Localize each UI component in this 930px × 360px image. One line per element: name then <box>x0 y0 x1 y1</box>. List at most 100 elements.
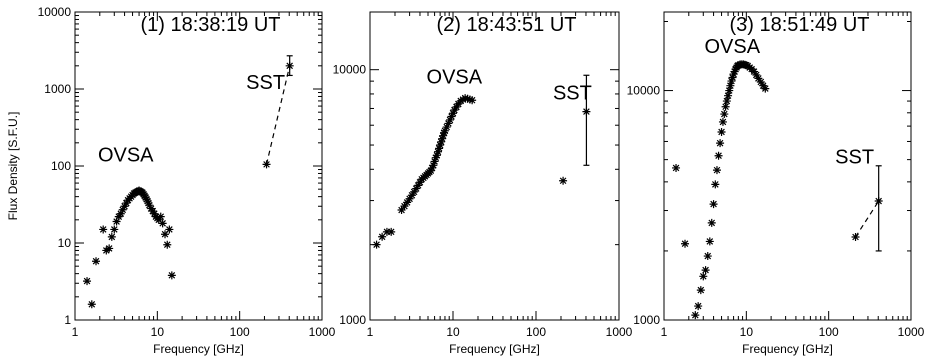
chart-panel-2: 1 10 100 1000 Frequency [GHz] 1000 10000 (2) 18… <box>333 11 633 356</box>
data-point <box>874 197 883 206</box>
data-point <box>87 300 96 309</box>
data-point <box>444 119 453 128</box>
annotation-ovsa: OVSA <box>427 67 483 89</box>
data-point <box>154 215 163 224</box>
data-point <box>559 176 568 185</box>
data-point <box>721 102 730 111</box>
data-point <box>400 202 409 211</box>
x-tick-label: 10 <box>151 325 165 339</box>
data-point <box>412 184 421 193</box>
data-point <box>439 131 448 140</box>
data-point <box>378 232 387 241</box>
data-point <box>429 161 438 170</box>
x-tick-label: 1000 <box>606 325 633 339</box>
data-point <box>734 61 743 70</box>
data-point <box>437 137 446 146</box>
y-tick-label: 100 <box>51 159 71 173</box>
data-point <box>165 225 174 234</box>
annotation-sst: SST <box>553 83 592 105</box>
data-point <box>150 209 159 218</box>
data-point <box>118 205 127 214</box>
data-point <box>116 209 125 218</box>
y-tick-label: 1 <box>64 313 71 327</box>
series-connector <box>265 65 291 165</box>
data-point <box>435 144 444 153</box>
data-point <box>445 115 454 124</box>
x-tick-label: 100 <box>230 325 250 339</box>
data-point <box>167 271 176 280</box>
series-sst <box>262 55 294 169</box>
data-point <box>452 102 461 111</box>
data-point <box>696 286 705 295</box>
x-tick-label: 1000 <box>898 325 925 339</box>
data-point <box>699 272 708 281</box>
data-point <box>403 198 412 207</box>
y-tick-label: 1000 <box>633 313 660 327</box>
data-point <box>436 141 445 150</box>
data-point <box>105 244 114 253</box>
data-point <box>707 218 716 227</box>
data-point <box>407 191 416 200</box>
data-point <box>722 97 731 106</box>
data-point <box>92 257 101 266</box>
data-point <box>163 240 172 249</box>
data-point <box>718 117 727 126</box>
data-point <box>728 73 737 82</box>
plot-frame <box>663 11 912 321</box>
data-point <box>712 166 721 175</box>
data-point <box>465 95 474 104</box>
data-point <box>156 212 165 221</box>
data-point <box>158 219 167 228</box>
chart-panel-3: 1 10 100 1000 Frequency [GHz] 1000 10000 (3) 18… <box>627 11 925 356</box>
data-point <box>468 96 477 105</box>
data-point <box>397 206 406 215</box>
data-point <box>691 311 700 320</box>
panel-title: (1) 18:38:19 UT <box>140 14 280 36</box>
panel-title: (3) 18:51:49 UT <box>729 14 869 36</box>
series-sst <box>559 74 591 185</box>
data-point <box>114 212 123 221</box>
x-axis-label: Frequency [GHz] <box>742 342 833 356</box>
y-tick-label: 10 <box>58 236 72 250</box>
y-tick-label: 10000 <box>38 5 72 19</box>
x-tick-label: 1 <box>367 325 374 339</box>
series-sst <box>851 165 883 252</box>
data-point <box>724 91 733 100</box>
data-point <box>434 147 443 156</box>
data-point <box>99 225 108 234</box>
x-axis-label: Frequency [GHz] <box>153 342 244 356</box>
data-point <box>709 200 718 209</box>
x-axis-label: Frequency [GHz] <box>449 342 540 356</box>
data-point <box>143 197 152 206</box>
data-point <box>107 232 116 241</box>
data-point <box>405 194 414 203</box>
x-tick-label: 1000 <box>309 325 336 339</box>
data-point <box>449 109 457 118</box>
data-point <box>122 199 131 208</box>
data-point <box>428 163 437 172</box>
data-point <box>120 202 129 211</box>
y-tick-label: 1000 <box>44 82 71 96</box>
data-point <box>372 240 381 249</box>
data-point <box>148 207 157 216</box>
y-axis-label: Flux Density [S.F.U.] <box>6 112 20 221</box>
x-tick-label: 10 <box>446 325 460 339</box>
data-point <box>387 227 396 236</box>
panel-title: (2) 18:43:51 UT <box>436 14 576 36</box>
y-tick-label: 10000 <box>333 63 367 77</box>
data-point <box>432 151 441 160</box>
series-ovsa <box>83 186 176 309</box>
data-point <box>450 106 459 115</box>
annotation-sst: SST <box>246 72 285 94</box>
data-point <box>262 160 271 169</box>
annotation-ovsa: OVSA <box>98 144 154 166</box>
data-point <box>430 157 439 166</box>
data-point <box>431 153 440 162</box>
y-tick-label: 1000 <box>339 313 366 327</box>
data-point <box>442 123 451 132</box>
data-point <box>716 139 725 148</box>
data-point <box>717 127 726 136</box>
data-point <box>461 94 470 103</box>
data-point <box>144 199 153 208</box>
data-point <box>112 217 121 226</box>
